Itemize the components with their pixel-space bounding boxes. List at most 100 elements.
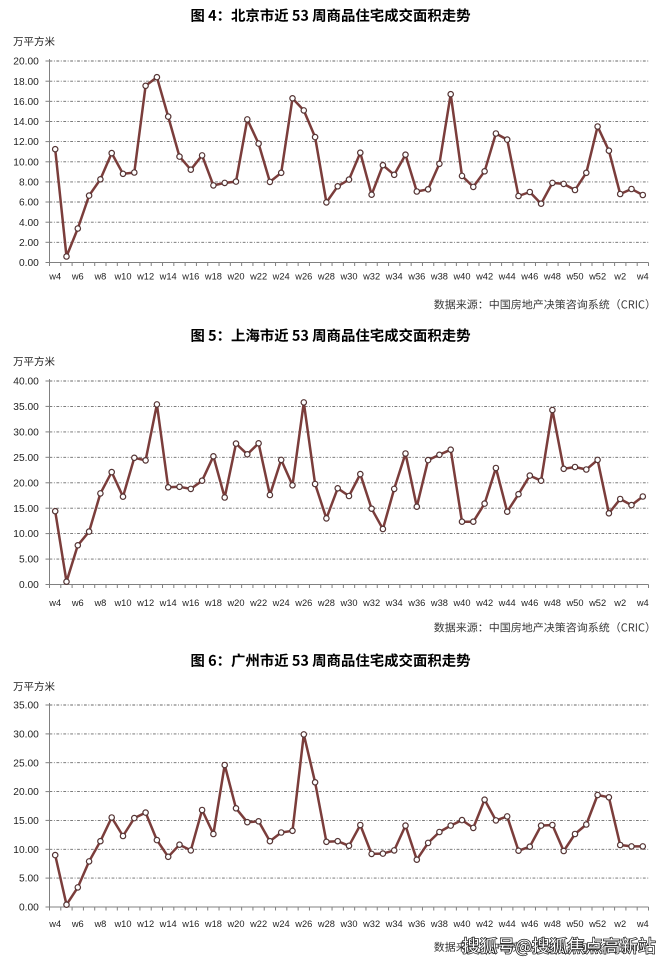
svg-text:w14: w14 [159, 598, 177, 608]
svg-text:16.00: 16.00 [13, 97, 39, 108]
svg-text:w46: w46 [520, 598, 538, 608]
svg-text:w32: w32 [362, 598, 380, 608]
svg-text:w6: w6 [71, 598, 84, 608]
svg-text:40.00: 40.00 [13, 377, 39, 388]
svg-text:w28: w28 [317, 598, 335, 608]
svg-text:0.00: 0.00 [19, 580, 39, 591]
svg-text:w8: w8 [93, 271, 106, 281]
svg-text:20.00: 20.00 [13, 787, 39, 798]
svg-text:0.00: 0.00 [19, 258, 39, 269]
svg-text:w2: w2 [613, 271, 626, 281]
svg-text:w26: w26 [294, 919, 312, 929]
svg-text:w38: w38 [430, 598, 448, 608]
svg-text:10.00: 10.00 [13, 845, 39, 856]
svg-text:w14: w14 [159, 271, 177, 281]
svg-text:w40: w40 [452, 271, 470, 281]
svg-text:w24: w24 [272, 919, 290, 929]
svg-text:15.00: 15.00 [13, 816, 39, 827]
svg-text:w10: w10 [113, 271, 131, 281]
svg-text:w32: w32 [362, 919, 380, 929]
svg-text:w6: w6 [71, 271, 84, 281]
svg-text:w4: w4 [636, 598, 649, 608]
svg-text:w20: w20 [226, 919, 244, 929]
svg-text:w14: w14 [159, 919, 177, 929]
svg-text:w6: w6 [71, 919, 84, 929]
svg-text:0.00: 0.00 [19, 903, 39, 914]
svg-text:w12: w12 [136, 598, 154, 608]
svg-text:w4: w4 [48, 271, 61, 281]
svg-text:w22: w22 [249, 919, 267, 929]
svg-text:w34: w34 [385, 919, 403, 929]
svg-text:w22: w22 [249, 271, 267, 281]
svg-text:w26: w26 [294, 598, 312, 608]
svg-text:w24: w24 [272, 271, 290, 281]
svg-text:w18: w18 [204, 598, 222, 608]
svg-text:w26: w26 [294, 271, 312, 281]
svg-text:6.00: 6.00 [19, 198, 39, 209]
svg-text:w42: w42 [475, 598, 493, 608]
svg-text:w18: w18 [204, 919, 222, 929]
svg-text:w2: w2 [613, 598, 626, 608]
svg-text:w48: w48 [543, 598, 561, 608]
svg-text:w42: w42 [475, 919, 493, 929]
svg-text:12.00: 12.00 [13, 137, 39, 148]
svg-text:w28: w28 [317, 919, 335, 929]
svg-text:30.00: 30.00 [13, 428, 39, 439]
svg-text:w16: w16 [181, 919, 199, 929]
svg-text:35.00: 35.00 [13, 402, 39, 413]
svg-text:w50: w50 [565, 598, 583, 608]
svg-text:2.00: 2.00 [19, 238, 39, 249]
svg-text:w30: w30 [339, 598, 357, 608]
svg-text:w12: w12 [136, 271, 154, 281]
svg-text:15.00: 15.00 [13, 504, 39, 515]
svg-text:w38: w38 [430, 919, 448, 929]
svg-text:w4: w4 [636, 919, 649, 929]
svg-text:w10: w10 [113, 598, 131, 608]
svg-text:w28: w28 [317, 271, 335, 281]
svg-text:10.00: 10.00 [13, 529, 39, 540]
svg-text:5.00: 5.00 [19, 555, 39, 566]
svg-text:w36: w36 [407, 598, 425, 608]
svg-text:4.00: 4.00 [19, 218, 39, 229]
svg-text:w52: w52 [588, 919, 606, 929]
svg-text:w4: w4 [48, 919, 61, 929]
svg-text:14.00: 14.00 [13, 117, 39, 128]
svg-text:w36: w36 [407, 919, 425, 929]
svg-text:25.00: 25.00 [13, 453, 39, 464]
svg-text:w52: w52 [588, 271, 606, 281]
svg-text:w8: w8 [93, 919, 106, 929]
svg-text:20.00: 20.00 [13, 478, 39, 489]
svg-text:w16: w16 [181, 598, 199, 608]
svg-text:w52: w52 [588, 598, 606, 608]
svg-text:w16: w16 [181, 271, 199, 281]
svg-text:w4: w4 [48, 598, 61, 608]
svg-text:w34: w34 [385, 598, 403, 608]
svg-text:w40: w40 [452, 919, 470, 929]
svg-text:25.00: 25.00 [13, 758, 39, 769]
svg-text:w38: w38 [430, 271, 448, 281]
svg-text:35.00: 35.00 [13, 701, 39, 712]
svg-text:w24: w24 [272, 598, 290, 608]
svg-text:w22: w22 [249, 598, 267, 608]
svg-text:w30: w30 [339, 271, 357, 281]
svg-text:5.00: 5.00 [19, 874, 39, 885]
svg-text:w18: w18 [204, 271, 222, 281]
svg-text:w50: w50 [565, 271, 583, 281]
svg-text:w2: w2 [613, 919, 626, 929]
svg-text:w4: w4 [636, 271, 649, 281]
svg-text:w50: w50 [565, 919, 583, 929]
svg-text:8.00: 8.00 [19, 178, 39, 189]
svg-text:w46: w46 [520, 919, 538, 929]
svg-text:w46: w46 [520, 271, 538, 281]
svg-text:18.00: 18.00 [13, 77, 39, 88]
svg-text:w10: w10 [113, 919, 131, 929]
svg-text:w34: w34 [385, 271, 403, 281]
svg-text:20.00: 20.00 [13, 57, 39, 68]
svg-text:w30: w30 [339, 919, 357, 929]
svg-text:w20: w20 [226, 598, 244, 608]
svg-text:w44: w44 [498, 271, 516, 281]
svg-text:w20: w20 [226, 271, 244, 281]
svg-text:w12: w12 [136, 919, 154, 929]
svg-text:30.00: 30.00 [13, 730, 39, 741]
svg-text:10.00: 10.00 [13, 157, 39, 168]
